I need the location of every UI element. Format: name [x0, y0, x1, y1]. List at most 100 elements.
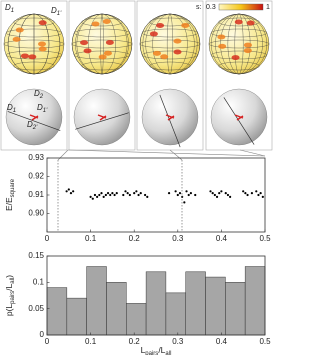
point — [178, 192, 182, 195]
defect — [173, 49, 182, 55]
parallel — [73, 28, 131, 38]
defect — [234, 19, 243, 25]
parallel — [210, 28, 268, 38]
point — [106, 192, 110, 195]
defect — [91, 21, 100, 27]
sphere-label: D1 — [7, 103, 16, 113]
sphere-top — [139, 13, 201, 75]
parallel — [3, 39, 65, 49]
defect — [38, 41, 46, 47]
point — [187, 193, 190, 197]
point — [137, 193, 140, 197]
label-sub: pairs — [145, 351, 158, 355]
y-tick-label: 0 — [40, 330, 45, 339]
x-tick-label: 0.5 — [259, 234, 271, 243]
parallel — [208, 39, 270, 49]
meridian — [215, 13, 263, 75]
colorbar-max: 1 — [266, 4, 270, 11]
connector — [57, 149, 69, 161]
x-tick-label: 0 — [45, 234, 50, 243]
bar — [106, 282, 127, 336]
colorbar-min: 0.3 — [206, 4, 216, 11]
x-tick-label: 0.1 — [85, 234, 97, 243]
point — [255, 190, 258, 193]
label-main: ) — [4, 275, 14, 278]
bar — [225, 282, 246, 336]
y-tick-label: 0.92 — [28, 172, 44, 181]
point — [111, 192, 114, 195]
bar — [185, 271, 206, 336]
bar — [46, 287, 68, 336]
point — [144, 193, 147, 197]
scar-line — [7, 111, 61, 131]
label-sub: 1 — [13, 108, 16, 114]
x-tick-label: 0.5 — [259, 337, 271, 346]
point — [220, 190, 223, 193]
point — [229, 195, 232, 198]
sphere-label: D1' — [51, 6, 62, 16]
y-tick-label: 0.05 — [28, 304, 44, 313]
point — [96, 195, 99, 198]
label-main: p(L — [4, 304, 14, 317]
pair-arrow — [29, 114, 39, 121]
defect — [12, 36, 21, 42]
defect — [243, 42, 252, 48]
connector — [67, 149, 266, 157]
point — [133, 192, 136, 195]
scar-line — [75, 112, 129, 130]
x-tick-label: 0.3 — [172, 234, 184, 243]
meridian — [166, 13, 174, 75]
point — [104, 193, 107, 197]
bar — [205, 276, 226, 336]
scar-line — [223, 97, 255, 145]
x-tick-label: 0.2 — [129, 234, 141, 243]
point — [115, 192, 118, 195]
point — [139, 192, 142, 195]
defect — [246, 20, 255, 26]
axis-label: E/Esquare — [4, 178, 15, 211]
colorbar — [218, 3, 264, 11]
label-sub: 1 — [11, 8, 14, 14]
point — [69, 192, 73, 195]
connector — [239, 149, 266, 157]
axis-label: p(Lpairs/Lall) — [4, 275, 15, 316]
defect — [83, 48, 92, 54]
sphere-label: D2 — [34, 89, 44, 99]
defect — [80, 40, 89, 46]
parallel — [71, 39, 133, 49]
bar — [126, 303, 147, 336]
x-tick-label: 0 — [45, 337, 50, 346]
label-sub: all — [165, 351, 171, 355]
parallel — [218, 61, 260, 71]
defect — [152, 50, 161, 56]
point — [167, 192, 171, 195]
pair-arrow — [234, 114, 244, 121]
parallel — [149, 17, 191, 27]
parallel — [81, 61, 123, 71]
point — [128, 193, 131, 197]
parallel — [13, 61, 55, 71]
pair-arrow — [97, 114, 107, 121]
label-main: D — [7, 103, 13, 112]
defect — [218, 43, 227, 49]
pair-arrow — [165, 114, 175, 121]
point — [224, 192, 227, 195]
sphere-panels — [0, 0, 273, 151]
sphere-label: D1 — [5, 3, 14, 13]
point — [109, 193, 112, 197]
point — [65, 190, 68, 193]
y-tick-label: 0.15 — [28, 251, 44, 260]
label-sub: pairs — [10, 291, 16, 304]
plot-frame — [46, 255, 266, 336]
point — [218, 192, 221, 195]
defect — [38, 46, 47, 52]
y-tick-label: 0.90 — [28, 209, 44, 218]
plot-frame — [46, 157, 266, 233]
sphere-label: D1' — [37, 103, 48, 113]
point — [102, 195, 105, 198]
defect — [156, 22, 165, 28]
label-sub: 1' — [57, 11, 62, 17]
point — [135, 190, 138, 193]
defect — [15, 27, 24, 33]
